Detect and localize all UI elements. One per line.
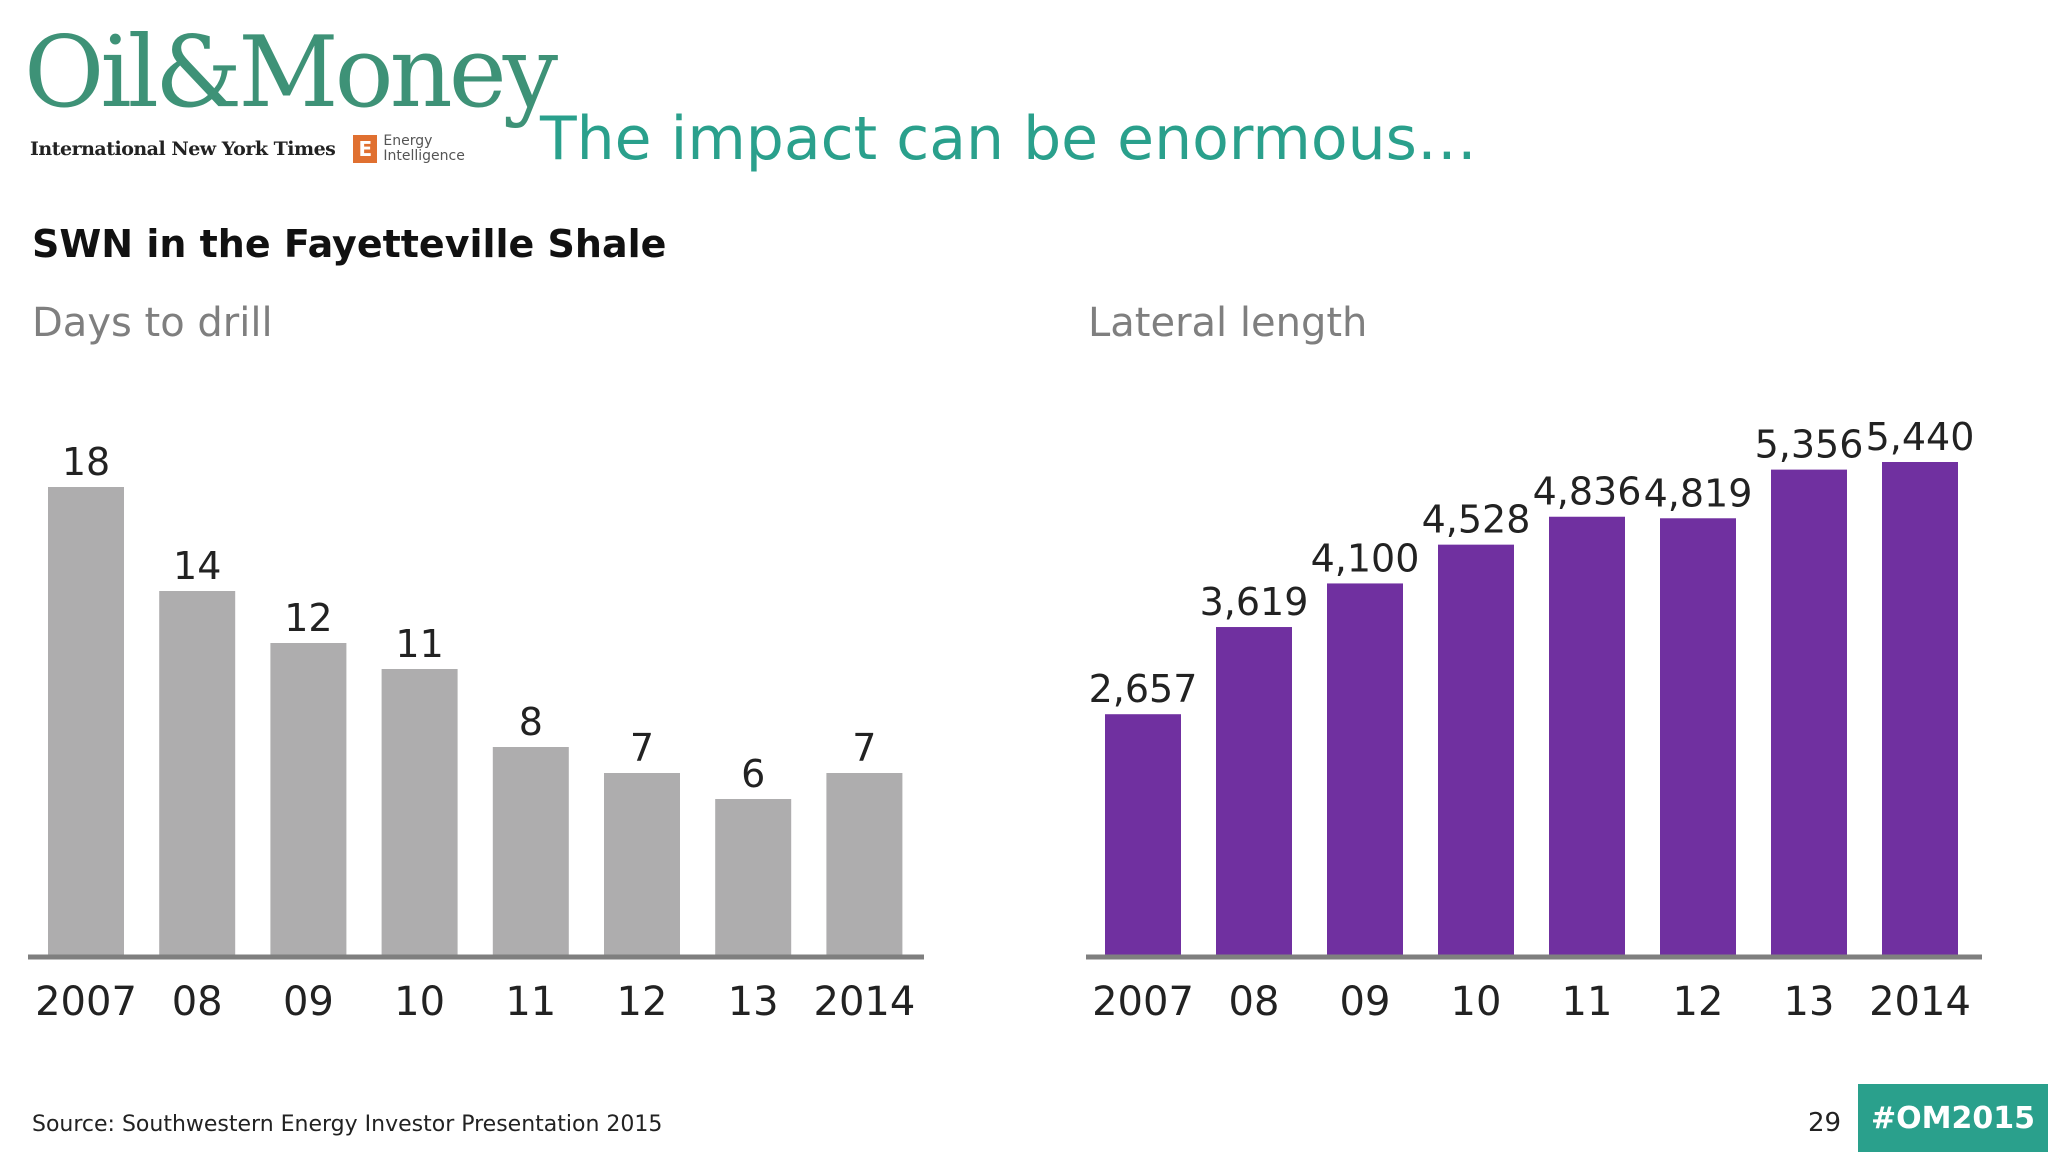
bar-days-to-drill-13	[715, 799, 792, 955]
value-label-lateral-length-10: 4,528	[1422, 498, 1531, 542]
x-tick-label-days-to-drill-11: 11	[505, 979, 556, 1025]
source-note: Source: Southwestern Energy Investor Pre…	[32, 1112, 663, 1137]
value-label-days-to-drill-09: 12	[284, 596, 332, 640]
value-label-days-to-drill-08: 14	[173, 544, 221, 588]
ei-line1: Energy	[383, 133, 433, 149]
chart-lateral-length: 2,657 2007 3,619 08 4,100 09 4,528 10 4,836 11 4,8…	[1086, 415, 1982, 1025]
x-tick-label-lateral-length-2007: 2007	[1092, 979, 1194, 1025]
bar-days-to-drill-2014	[826, 773, 903, 955]
ei-line2: Intelligence	[383, 148, 465, 164]
value-label-lateral-length-12: 4,819	[1644, 471, 1753, 515]
bar-lateral-length-10	[1438, 544, 1514, 955]
nyt-logo: International New York Times	[30, 138, 336, 160]
page-number: 29	[1808, 1108, 1842, 1138]
bar-days-to-drill-09	[270, 643, 347, 955]
bar-lateral-length-11	[1549, 516, 1625, 955]
x-tick-label-lateral-length-2014: 2014	[1869, 979, 1971, 1025]
x-tick-label-lateral-length-08: 08	[1229, 979, 1280, 1025]
bar-days-to-drill-2007	[48, 487, 124, 955]
x-tick-label-days-to-drill-2007: 2007	[35, 979, 137, 1025]
bar-days-to-drill-11	[492, 747, 569, 955]
chart-days-to-drill: 18 2007 14 08 12 09 11 10 8 11 7 12 6 13 7 2014	[28, 440, 924, 1025]
value-label-lateral-length-09: 4,100	[1311, 536, 1420, 580]
x-tick-label-lateral-length-10: 10	[1451, 979, 1502, 1025]
x-tick-label-lateral-length-13: 13	[1784, 979, 1835, 1025]
x-tick-label-days-to-drill-12: 12	[617, 979, 668, 1025]
bar-days-to-drill-12	[604, 773, 680, 955]
chart-title-lateral-length: Lateral length	[1088, 300, 1368, 346]
energy-intelligence-logo: E Energy Intelligence	[353, 133, 465, 164]
value-label-days-to-drill-2007: 18	[62, 440, 110, 484]
value-label-lateral-length-13: 5,356	[1755, 423, 1864, 467]
x-tick-label-lateral-length-11: 11	[1562, 979, 1613, 1025]
bar-lateral-length-13	[1771, 469, 1847, 955]
value-label-days-to-drill-12: 7	[630, 726, 654, 770]
x-tick-label-lateral-length-12: 12	[1673, 979, 1724, 1025]
bar-days-to-drill-10	[381, 669, 458, 955]
value-label-lateral-length-08: 3,619	[1200, 580, 1309, 624]
x-tick-label-days-to-drill-08: 08	[172, 979, 223, 1025]
value-label-lateral-length-2007: 2,657	[1089, 667, 1198, 711]
value-label-lateral-length-11: 4,836	[1533, 470, 1642, 514]
bar-lateral-length-2007	[1105, 714, 1181, 955]
bar-lateral-length-08	[1216, 627, 1292, 955]
value-label-days-to-drill-2014: 7	[852, 726, 876, 770]
energy-intelligence-mark-icon: E	[353, 135, 378, 163]
x-tick-label-lateral-length-09: 09	[1340, 979, 1391, 1025]
value-label-days-to-drill-13: 6	[741, 752, 765, 796]
chart-title-days-to-drill: Days to drill	[32, 300, 273, 346]
value-label-days-to-drill-10: 11	[395, 622, 443, 666]
oil-money-logo: Oil&Money	[24, 16, 558, 130]
hashtag-badge: #OM2015	[1858, 1084, 2048, 1152]
x-tick-label-days-to-drill-2014: 2014	[814, 979, 916, 1025]
bar-lateral-length-12	[1660, 518, 1736, 955]
x-tick-label-days-to-drill-13: 13	[728, 979, 779, 1025]
partner-logos: International New York Times E Energy In…	[30, 134, 465, 164]
value-label-days-to-drill-11: 8	[519, 700, 543, 744]
x-tick-label-days-to-drill-09: 09	[283, 979, 334, 1025]
x-tick-label-days-to-drill-10: 10	[394, 979, 445, 1025]
bar-days-to-drill-08	[159, 591, 236, 955]
value-label-lateral-length-2014: 5,440	[1866, 415, 1975, 459]
slide-subtitle: SWN in the Fayetteville Shale	[32, 222, 667, 266]
bar-lateral-length-09	[1327, 583, 1403, 955]
slide-title: The impact can be enormous…	[540, 104, 1477, 174]
bar-lateral-length-2014	[1882, 462, 1958, 955]
